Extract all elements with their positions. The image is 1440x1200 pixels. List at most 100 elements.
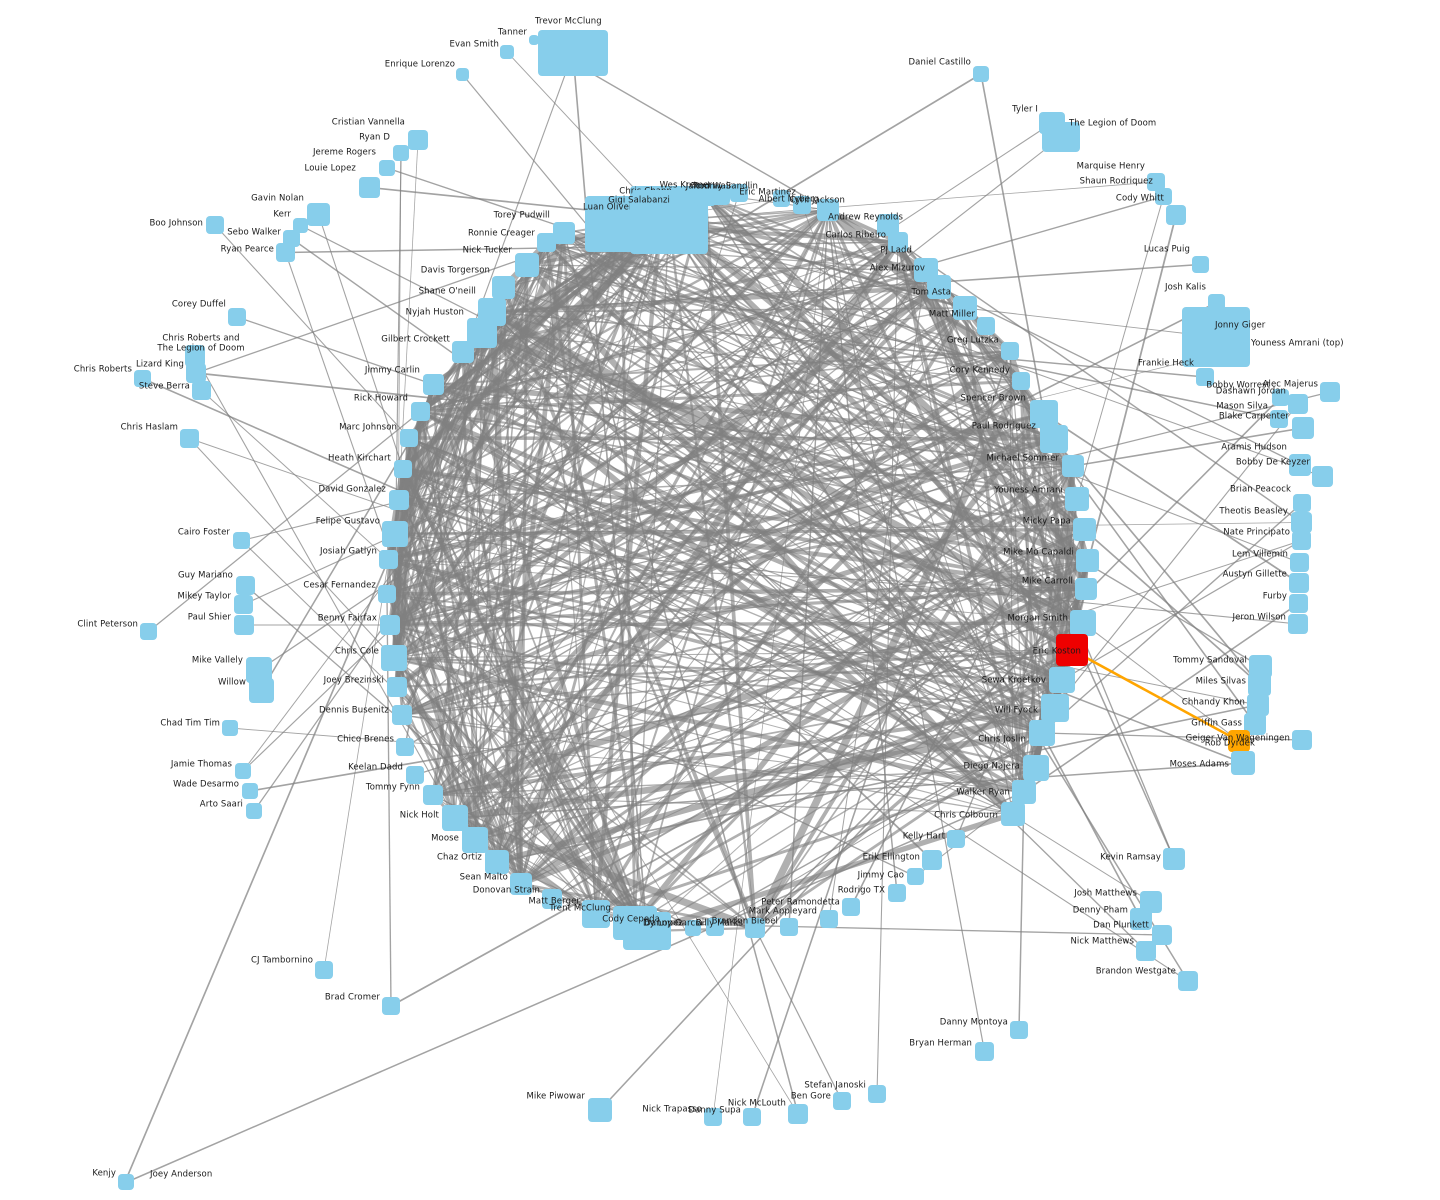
graph-node[interactable] xyxy=(120,1174,134,1190)
graph-node[interactable] xyxy=(382,997,400,1015)
graph-node[interactable] xyxy=(877,214,899,236)
graph-node[interactable] xyxy=(485,850,509,874)
graph-node[interactable] xyxy=(1023,755,1049,781)
graph-node[interactable] xyxy=(1288,394,1308,414)
graph-node[interactable] xyxy=(1056,634,1088,666)
graph-node[interactable] xyxy=(408,130,428,150)
graph-node[interactable] xyxy=(773,190,790,207)
graph-node[interactable] xyxy=(315,961,333,979)
graph-node[interactable] xyxy=(1231,751,1255,775)
graph-node[interactable] xyxy=(510,873,532,895)
graph-node[interactable] xyxy=(423,374,444,395)
graph-node[interactable] xyxy=(1292,531,1311,550)
graph-node[interactable] xyxy=(246,803,262,819)
graph-node[interactable] xyxy=(1130,908,1152,930)
graph-node[interactable] xyxy=(1030,400,1058,428)
graph-node[interactable] xyxy=(233,532,250,549)
graph-node[interactable] xyxy=(393,145,409,161)
graph-node[interactable] xyxy=(1073,518,1096,541)
graph-node[interactable] xyxy=(1040,425,1068,453)
graph-node[interactable] xyxy=(1192,256,1209,273)
graph-node[interactable] xyxy=(953,296,977,320)
graph-node[interactable] xyxy=(817,199,839,221)
graph-node[interactable] xyxy=(1270,410,1288,428)
graph-node[interactable] xyxy=(973,66,989,82)
graph-node[interactable] xyxy=(406,766,424,784)
graph-node[interactable] xyxy=(743,1108,761,1126)
graph-node[interactable] xyxy=(378,585,396,603)
graph-node[interactable] xyxy=(307,203,330,226)
graph-node[interactable] xyxy=(538,30,608,76)
graph-node[interactable] xyxy=(400,429,418,447)
graph-node[interactable] xyxy=(553,222,575,244)
graph-node[interactable] xyxy=(492,276,515,299)
graph-node[interactable] xyxy=(745,918,765,938)
graph-node[interactable] xyxy=(1012,372,1030,390)
graph-node[interactable] xyxy=(842,898,860,916)
graph-node[interactable] xyxy=(380,615,400,635)
graph-node[interactable] xyxy=(359,177,380,198)
graph-node[interactable] xyxy=(1070,610,1096,636)
graph-node[interactable] xyxy=(632,190,690,244)
graph-node[interactable] xyxy=(1289,594,1308,613)
graph-node[interactable] xyxy=(180,429,199,448)
graph-node[interactable] xyxy=(706,918,724,936)
graph-node[interactable] xyxy=(1001,802,1025,826)
graph-node[interactable] xyxy=(1249,655,1272,678)
graph-node[interactable] xyxy=(922,850,942,870)
graph-node[interactable] xyxy=(222,720,238,736)
graph-node[interactable] xyxy=(1288,614,1308,634)
graph-node[interactable] xyxy=(730,184,748,202)
graph-node[interactable] xyxy=(423,785,443,805)
graph-node[interactable] xyxy=(382,521,408,547)
graph-node[interactable] xyxy=(1140,891,1162,913)
graph-node[interactable] xyxy=(888,884,906,902)
graph-node[interactable] xyxy=(1320,382,1340,402)
graph-node[interactable] xyxy=(394,460,412,478)
graph-node[interactable] xyxy=(1163,848,1185,870)
graph-node[interactable] xyxy=(186,363,206,383)
graph-node[interactable] xyxy=(868,1085,886,1103)
graph-node[interactable] xyxy=(1290,553,1309,572)
graph-node[interactable] xyxy=(1136,941,1156,961)
graph-node[interactable] xyxy=(134,370,151,387)
graph-node[interactable] xyxy=(907,868,924,885)
graph-node[interactable] xyxy=(242,783,258,799)
graph-node[interactable] xyxy=(820,910,838,928)
graph-node[interactable] xyxy=(529,35,539,45)
graph-node[interactable] xyxy=(977,317,995,335)
graph-node[interactable] xyxy=(206,216,224,234)
graph-node[interactable] xyxy=(1289,573,1309,593)
graph-node[interactable] xyxy=(1178,971,1198,991)
graph-node[interactable] xyxy=(283,230,300,247)
graph-node[interactable] xyxy=(1076,549,1099,572)
graph-node[interactable] xyxy=(710,185,730,205)
graph-node[interactable] xyxy=(1240,342,1250,352)
graph-node[interactable] xyxy=(1001,342,1019,360)
graph-node[interactable] xyxy=(452,341,474,363)
graph-node[interactable] xyxy=(1228,730,1250,752)
graph-node[interactable] xyxy=(588,1098,612,1122)
graph-node[interactable] xyxy=(537,233,556,252)
graph-node[interactable] xyxy=(833,1092,851,1110)
graph-node[interactable] xyxy=(236,576,255,595)
graph-node[interactable] xyxy=(500,45,514,59)
graph-node[interactable] xyxy=(392,705,412,725)
graph-node[interactable] xyxy=(228,308,246,326)
graph-node[interactable] xyxy=(1289,454,1311,476)
graph-node[interactable] xyxy=(379,160,395,176)
graph-node[interactable] xyxy=(140,623,157,640)
graph-node[interactable] xyxy=(542,889,562,909)
graph-node[interactable] xyxy=(1247,694,1269,716)
graph-node[interactable] xyxy=(1292,417,1314,439)
graph-node[interactable] xyxy=(1244,713,1266,735)
graph-node[interactable] xyxy=(704,1108,722,1126)
graph-node[interactable] xyxy=(582,900,610,928)
graph-node[interactable] xyxy=(1166,205,1186,225)
graph-node[interactable] xyxy=(685,920,701,936)
graph-node[interactable] xyxy=(462,827,488,853)
graph-node[interactable] xyxy=(975,1042,994,1061)
graph-node[interactable] xyxy=(411,402,430,421)
graph-node[interactable] xyxy=(1293,494,1311,512)
